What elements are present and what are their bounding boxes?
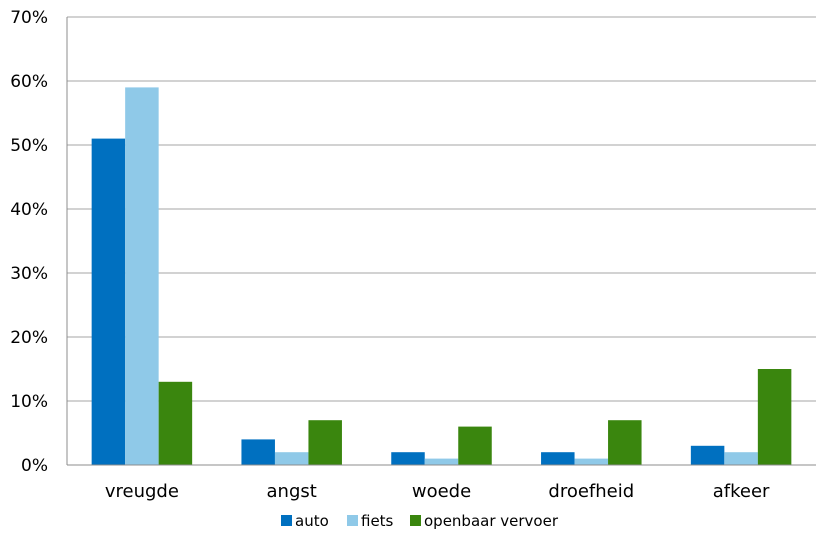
bar-openbaar-vervoer-woede bbox=[458, 426, 492, 465]
bar-auto-afkeer bbox=[690, 445, 725, 465]
y-tick-label: 0% bbox=[21, 456, 48, 476]
bar-fiets-woede bbox=[424, 458, 459, 465]
bar-fiets-afkeer bbox=[724, 452, 758, 465]
legend-swatch bbox=[281, 515, 292, 526]
y-tick-label: 20% bbox=[10, 328, 48, 348]
bar-openbaar-vervoer-vreugde bbox=[158, 381, 193, 465]
bar-fiets-vreugde bbox=[125, 87, 159, 466]
bar-openbaar-vervoer-angst bbox=[308, 420, 342, 465]
y-tick-label: 30% bbox=[10, 264, 48, 284]
bars bbox=[91, 87, 792, 466]
bar-fiets-droefheid bbox=[574, 458, 609, 465]
y-tick-label: 50% bbox=[10, 136, 48, 156]
x-category-label: afkeer bbox=[713, 481, 770, 502]
y-axis-ticks: 0% 10% 20% 30% 40% 50% 60% 70% bbox=[10, 8, 48, 476]
gridlines bbox=[67, 16, 816, 402]
y-tick-label: 60% bbox=[10, 72, 48, 92]
y-tick-label: 40% bbox=[10, 200, 48, 220]
legend-label: openbaar vervoer bbox=[424, 512, 559, 530]
legend-label: fiets bbox=[361, 512, 394, 530]
bar-auto-vreugde bbox=[91, 138, 126, 465]
x-category-label: woede bbox=[412, 481, 471, 502]
y-tick-label: 10% bbox=[10, 392, 48, 412]
x-category-label: angst bbox=[267, 481, 317, 502]
bar-auto-droefheid bbox=[541, 452, 575, 465]
bar-openbaar-vervoer-droefheid bbox=[608, 420, 642, 465]
legend-label: auto bbox=[295, 512, 329, 530]
legend: auto fiets openbaar vervoer bbox=[281, 512, 559, 530]
x-axis-categories: vreugde angst woede droefheid afkeer bbox=[105, 481, 770, 502]
bar-auto-angst bbox=[241, 439, 275, 465]
bar-openbaar-vervoer-afkeer bbox=[757, 369, 792, 465]
x-category-label: vreugde bbox=[105, 481, 179, 502]
bar-fiets-angst bbox=[274, 452, 309, 465]
bar-auto-woede bbox=[391, 452, 425, 465]
legend-swatch bbox=[410, 515, 421, 526]
legend-swatch bbox=[347, 515, 358, 526]
x-category-label: droefheid bbox=[548, 481, 634, 502]
y-tick-label: 70% bbox=[10, 8, 48, 28]
